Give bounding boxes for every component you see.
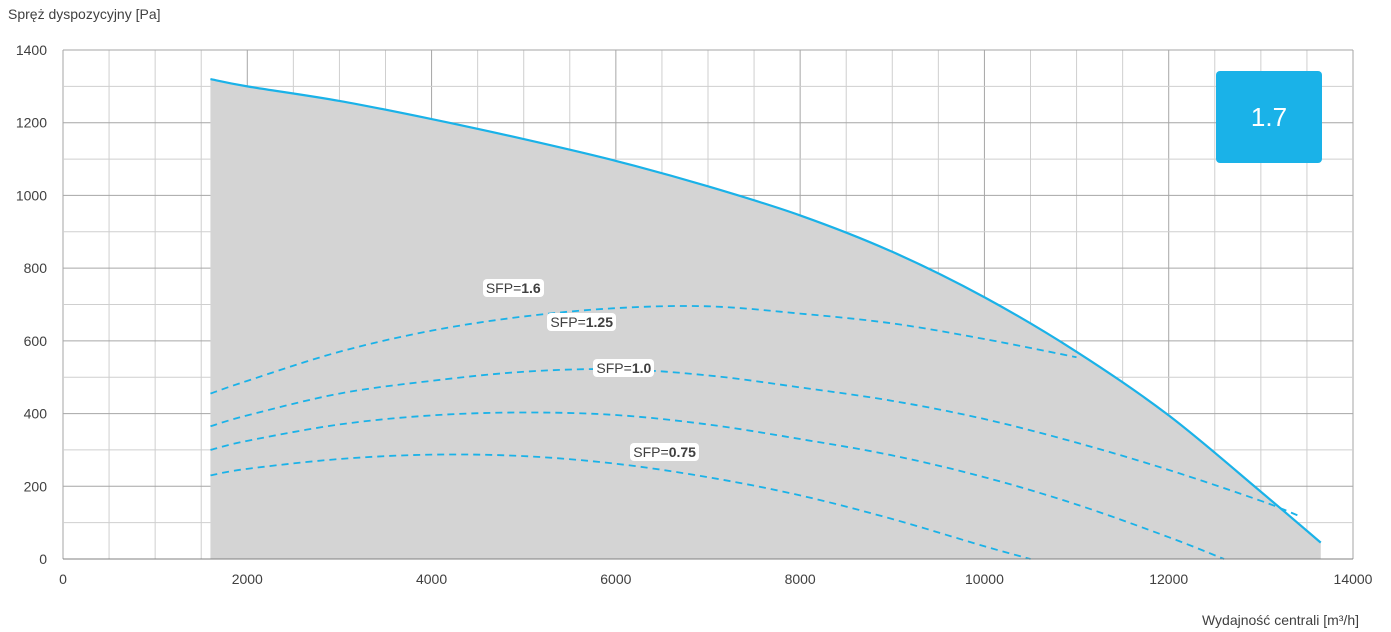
sfp-curve-1.25 — [210, 368, 1299, 517]
sfp-label-prefix: SFP= — [550, 313, 586, 330]
sfp-label-value: 1.0 — [631, 360, 652, 377]
operating-area — [210, 79, 1321, 559]
sfp-label-1.6: SFP=1.6 — [482, 279, 544, 298]
sfp-label-prefix: SFP= — [596, 360, 632, 377]
sfp-label-prefix: SFP= — [633, 444, 669, 461]
max-pressure-curve — [210, 78, 1322, 544]
sfp-label-0.75: SFP=0.75 — [630, 443, 699, 462]
sfp-label-1.0: SFP=1.0 — [593, 359, 655, 378]
x-tick-label: 4000 — [416, 571, 447, 587]
x-axis-label: Wydajność centrali [m³/h] — [1201, 612, 1359, 628]
y-tick-label: 1200 — [16, 115, 47, 131]
sfp-curves — [210, 305, 1299, 560]
x-tick-label: 10000 — [965, 571, 1004, 587]
x-tick-label: 14000 — [1334, 571, 1373, 587]
y-axis-label: Spręż dyspozycyjny [Pa] — [8, 6, 161, 22]
y-tick-label: 200 — [24, 478, 48, 494]
sfp-label-value: 0.75 — [668, 444, 696, 461]
sfp-curve-1.0 — [210, 411, 1225, 560]
x-tick-label: 6000 — [600, 571, 631, 587]
y-tick-label: 600 — [24, 333, 48, 349]
sfp-label-1.25: SFP=1.25 — [547, 312, 616, 331]
x-tick-label: 8000 — [785, 571, 816, 587]
sfp-label-prefix: SFP= — [485, 280, 522, 297]
x-tick-label: 0 — [59, 571, 67, 587]
sfp-max-badge: 1.7 — [1216, 71, 1322, 163]
y-tick-label: 1400 — [16, 42, 47, 58]
y-tick-label: 1000 — [16, 187, 47, 203]
y-tick-label: 800 — [24, 260, 48, 276]
sfp-label-value: 1.25 — [585, 313, 613, 330]
y-tick-label: 400 — [24, 406, 48, 422]
y-tick-label: 0 — [39, 551, 47, 567]
x-tick-label: 2000 — [232, 571, 263, 587]
sfp-curve-1.6 — [210, 305, 1077, 395]
x-tick-label: 12000 — [1149, 571, 1188, 587]
sfp-label-value: 1.6 — [521, 280, 541, 297]
tick-labels: 0 2000 4000 6000 8000 10000 12000 14000 0 200 400 6… — [16, 42, 1373, 587]
sfp-curve-0.75 — [210, 453, 1031, 560]
